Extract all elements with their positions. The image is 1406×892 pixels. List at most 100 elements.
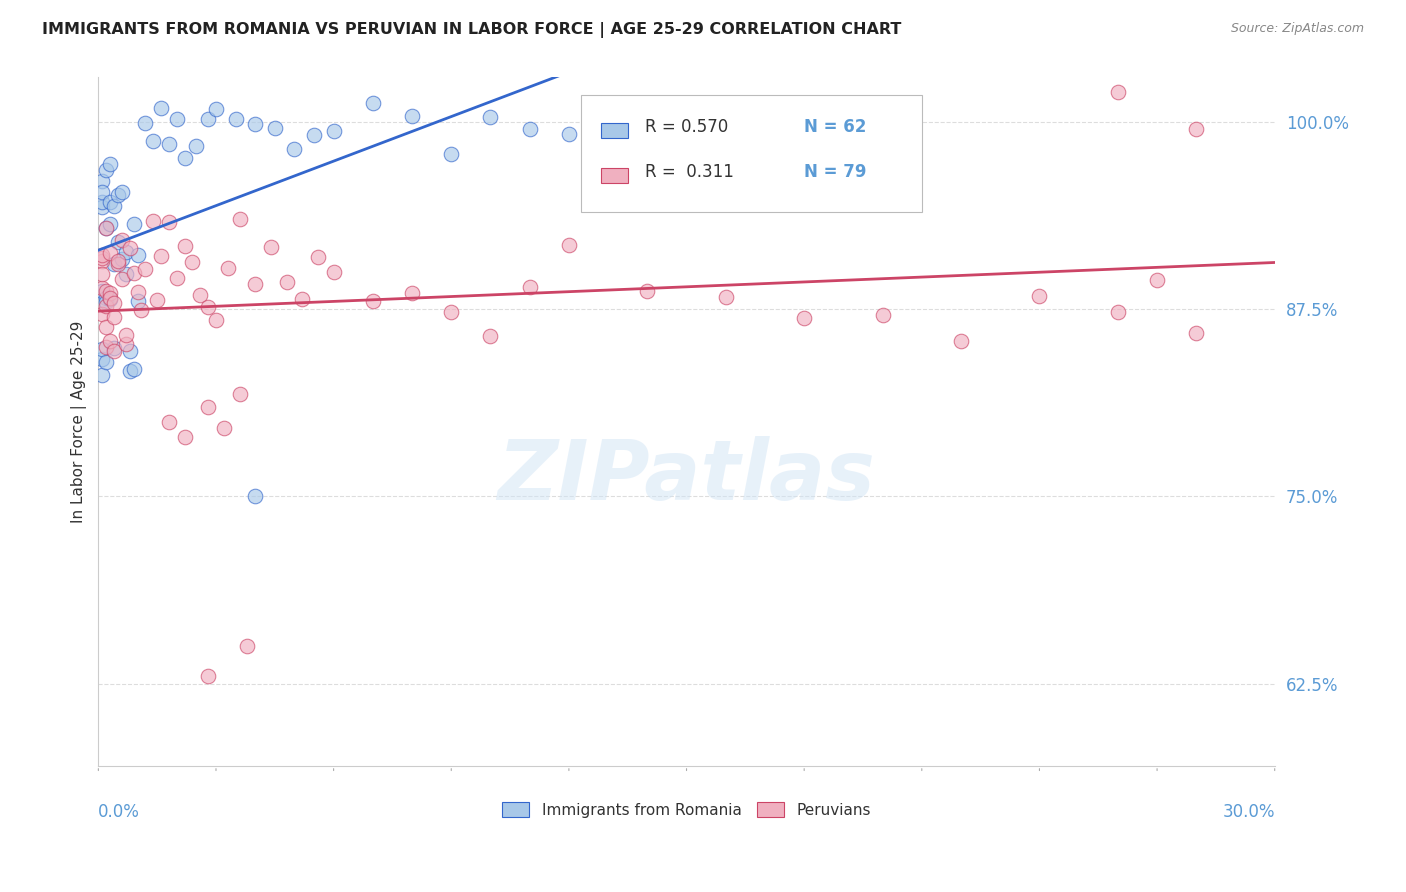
Text: 0.0%: 0.0% [98,804,141,822]
Point [91,248,114,262]
Text: Source: ZipAtlas.com: Source: ZipAtlas.com [1230,22,1364,36]
Text: N = 79: N = 79 [804,163,866,181]
Point [134,115,156,129]
Point [950,334,973,348]
Point [283,142,305,156]
Point [98,217,121,231]
Point [114,268,136,282]
Point [111,252,134,266]
Point [217,260,239,275]
Point [173,429,195,443]
Point [103,199,125,213]
Point [401,285,423,300]
Point [91,351,114,366]
Point [91,251,114,265]
Point [103,257,125,271]
Point [714,290,737,304]
Point [197,112,219,126]
Point [291,292,314,306]
Point [103,310,125,325]
Point [166,271,188,285]
Point [122,266,145,280]
Point [91,174,114,188]
Point [91,254,114,268]
Point [519,279,541,293]
Point [107,257,129,271]
Point [96,299,118,313]
Point [98,334,121,348]
Point [114,336,136,351]
Point [96,340,118,354]
Point [1107,86,1129,100]
Point [228,211,250,226]
Point [98,292,121,306]
Point [322,265,344,279]
Point [122,218,145,232]
Point [401,109,423,123]
Point [98,157,121,171]
Point [307,250,329,264]
Point [103,296,125,310]
Point [173,239,195,253]
Point [96,295,118,310]
Point [111,272,134,286]
Point [636,284,658,298]
Point [440,304,463,318]
Point [96,284,118,298]
Point [103,344,125,359]
Point [91,342,114,356]
Point [173,151,195,165]
Point [322,123,344,137]
Point [96,163,118,178]
Point [118,343,141,358]
Point [228,387,250,401]
Point [107,187,129,202]
Point [91,195,114,210]
Point [91,268,114,282]
Point [98,291,121,305]
Point [1185,326,1208,340]
Point [361,293,384,308]
Y-axis label: In Labor Force | Age 25-29: In Labor Force | Age 25-29 [72,320,87,523]
Point [91,201,114,215]
Point [142,214,165,228]
Bar [600,168,628,183]
Point [157,215,180,229]
Point [1185,122,1208,136]
Point [558,238,581,252]
Text: R =  0.311: R = 0.311 [645,163,734,181]
Point [302,128,325,143]
Point [111,185,134,199]
Point [558,128,581,142]
Point [166,112,188,126]
Point [197,400,219,414]
Point [127,285,149,300]
Point [245,277,267,291]
Text: 30.0%: 30.0% [1222,804,1275,822]
Point [157,137,180,152]
Point [245,117,267,131]
Text: R = 0.570: R = 0.570 [645,118,728,136]
Point [118,364,141,378]
Point [157,415,180,429]
Point [122,362,145,376]
Point [361,96,384,111]
Point [107,253,129,268]
Point [107,235,129,250]
Point [245,490,267,504]
Point [205,102,228,116]
Point [98,246,121,260]
Point [186,139,208,153]
Point [118,241,141,255]
Point [212,421,235,435]
Legend: Immigrants from Romania, Peruvians: Immigrants from Romania, Peruvians [496,796,877,823]
Point [479,110,502,124]
Point [98,286,121,301]
Point [114,244,136,259]
Point [260,240,283,254]
Point [96,320,118,334]
Point [96,354,118,368]
Point [142,134,165,148]
Text: IMMIGRANTS FROM ROMANIA VS PERUVIAN IN LABOR FORCE | AGE 25-29 CORRELATION CHART: IMMIGRANTS FROM ROMANIA VS PERUVIAN IN L… [42,22,901,38]
Text: ZIPatlas: ZIPatlas [498,436,876,517]
